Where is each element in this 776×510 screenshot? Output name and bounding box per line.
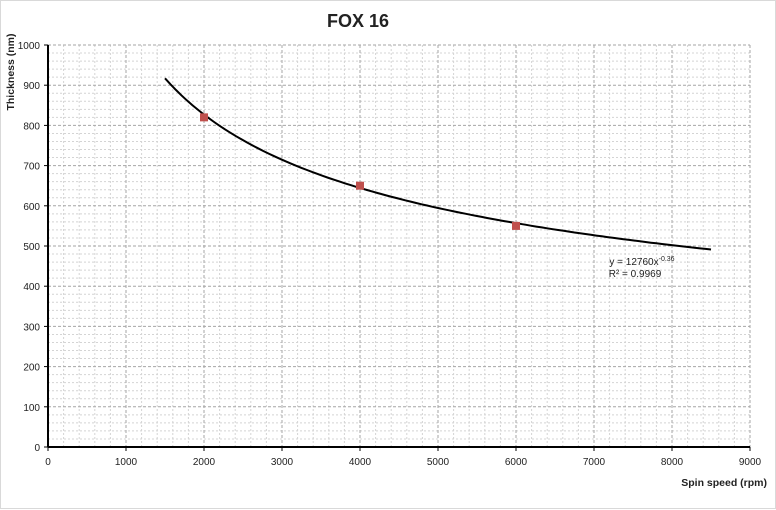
y-tick-label: 500 [23, 242, 40, 253]
trendline-equation: y = 12760x-0.36 [609, 256, 674, 268]
r-squared: R² = 0.9969 [609, 269, 662, 280]
tick-labels: 0 1000 2000 3000 4000 5000 6000 7000 8000 9000 0 10… [18, 41, 762, 468]
data-point [356, 181, 364, 190]
y-tick-label: 800 [23, 121, 40, 132]
chart-title: FOX 16 [327, 11, 389, 31]
y-tick-label: 100 [23, 403, 40, 414]
x-tick-label: 0 [45, 457, 51, 468]
y-tick-label: 700 [23, 162, 40, 173]
y-tick-label: 600 [23, 202, 40, 213]
y-tick-label: 1000 [18, 41, 41, 52]
x-tick-label: 1000 [115, 457, 138, 468]
x-tick-label: 6000 [505, 457, 528, 468]
x-tick-label: 5000 [427, 457, 450, 468]
data-points [200, 113, 520, 230]
grid [48, 44, 751, 447]
equation-exponent: -0.36 [659, 256, 675, 263]
x-axis-label: Spin speed (rpm) [681, 477, 767, 489]
y-tick-label: 400 [23, 282, 40, 293]
y-tick-label: 0 [34, 443, 40, 454]
x-tick-label: 9000 [739, 457, 762, 468]
data-point [512, 221, 520, 230]
trendline [164, 77, 712, 251]
data-point [200, 113, 208, 122]
x-tick-label: 8000 [661, 457, 684, 468]
x-tick-label: 4000 [349, 457, 372, 468]
y-axis-label: Thickness (nm) [5, 33, 17, 110]
equation-base: y = 12760x [609, 257, 658, 268]
x-tick-label: 3000 [271, 457, 294, 468]
x-tick-label: 7000 [583, 457, 606, 468]
axes [44, 44, 751, 451]
y-tick-label: 300 [23, 322, 40, 333]
y-tick-label: 900 [23, 81, 40, 92]
y-tick-label: 200 [23, 363, 40, 374]
x-tick-label: 2000 [193, 457, 216, 468]
